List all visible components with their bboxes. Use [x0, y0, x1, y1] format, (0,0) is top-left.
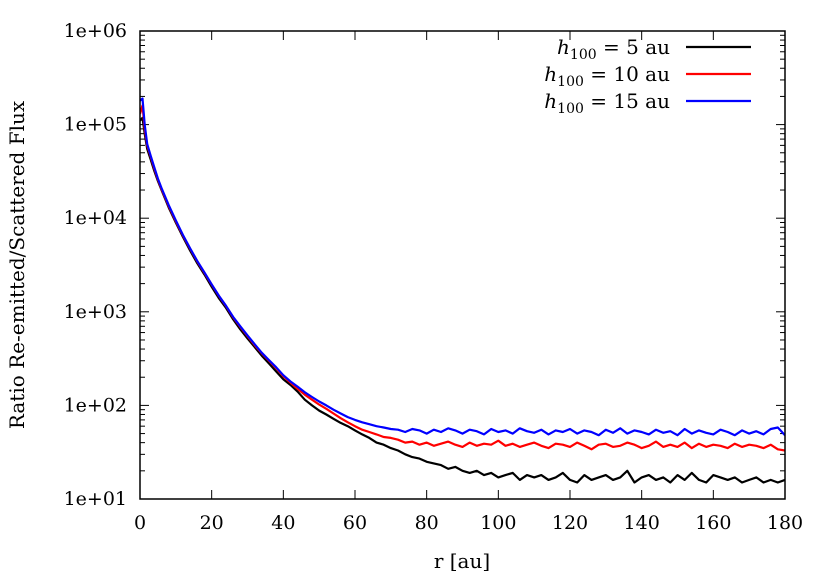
- y-tick-label: 1e+01: [64, 488, 127, 510]
- x-tick-label: 100: [480, 512, 516, 534]
- plot-frame: [139, 30, 786, 500]
- x-axis-title: r [au]: [434, 549, 490, 573]
- y-axis-ticks: 1e+01 1e+02 1e+03 1e+04 1e+05 1e+06: [64, 20, 785, 510]
- y-tick-label: 1e+03: [64, 301, 127, 323]
- series-line-1: [140, 116, 785, 484]
- x-tick-label: 80: [415, 512, 439, 534]
- series-line-2: [140, 104, 785, 452]
- x-tick-label: 40: [271, 512, 295, 534]
- y-tick-label: 1e+02: [64, 394, 127, 416]
- legend-label: h100 = 5 au: [557, 35, 670, 63]
- y-tick-label: 1e+05: [64, 114, 127, 136]
- x-tick-label: 180: [767, 512, 803, 534]
- y-tick-label: 1e+04: [64, 207, 127, 229]
- y-axis-title: Ratio Re-emitted/Scattered Flux: [5, 100, 29, 429]
- x-axis-ticks: 0 20 40 60 80 100 120 140 160 180: [134, 31, 803, 534]
- x-tick-label: 20: [200, 512, 224, 534]
- x-tick-label: 60: [343, 512, 367, 534]
- series-layer: [140, 97, 785, 484]
- x-tick-label: 0: [134, 512, 146, 534]
- series-line-3: [140, 97, 785, 437]
- x-tick-label: 160: [695, 512, 731, 534]
- x-tick-label: 120: [552, 512, 588, 534]
- legend-label: h100 = 15 au: [544, 89, 670, 117]
- y-tick-label: 1e+06: [64, 20, 127, 42]
- x-tick-label: 140: [624, 512, 660, 534]
- legend-label: h100 = 10 au: [544, 62, 670, 90]
